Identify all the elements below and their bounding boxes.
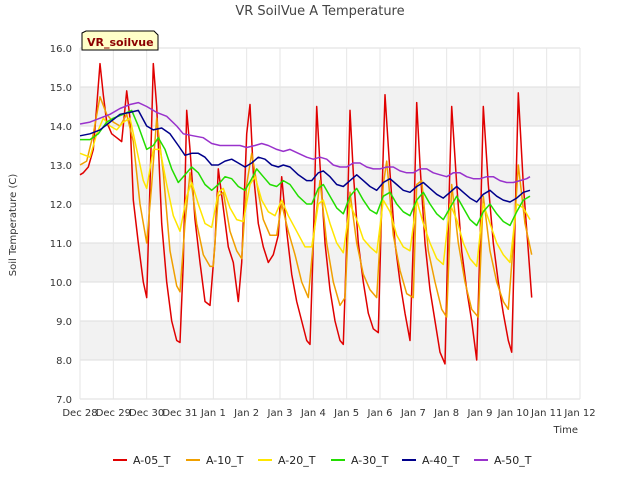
y-tick-label: 13.0	[50, 161, 72, 172]
annotation-badge: VR_soilvue	[81, 30, 159, 51]
x-tick-label: Jan 8	[433, 408, 459, 419]
y-tick-label: 11.0	[50, 239, 72, 250]
series-layer	[79, 62, 533, 365]
y-tick-label: 12.0	[50, 200, 72, 211]
legend-label: A-10_T	[206, 454, 244, 467]
series-line-a-50-t	[79, 101, 531, 184]
x-tick-label: Jan 12	[563, 408, 595, 419]
y-tick-label: 10.0	[50, 278, 72, 289]
series-line-a-30-t	[80, 109, 531, 227]
y-tick-label: 15.0	[50, 83, 72, 94]
legend: A-05_T A-10_T A-20_T A-30_T A-40_T A-50_T	[113, 454, 532, 467]
x-tick-label: Dec 30	[129, 408, 164, 419]
series-line-a-40-t	[79, 109, 531, 203]
grid-band	[80, 165, 580, 204]
x-tick-label: Jan 3	[267, 408, 293, 419]
x-tick-label: Jan 2	[233, 408, 259, 419]
series-line-a-05-t	[79, 62, 533, 365]
chart-title: VR SoilVue A Temperature	[235, 4, 404, 19]
legend-label: A-20_T	[278, 454, 316, 467]
x-tick-label: Jan 4	[300, 408, 326, 419]
axes: 7.0 8.0 9.0 10.0 11.0 12.0 13.0 14.0 15.0 16.0 Dec…	[50, 44, 596, 419]
x-tick-label: Jan 5	[333, 408, 359, 419]
annotation-text: VR_soilvue	[87, 36, 154, 49]
y-tick-label: 14.0	[50, 122, 72, 133]
x-tick-label: Jan 6	[367, 408, 393, 419]
x-tick-label: Jan 10	[497, 408, 529, 419]
y-tick-label: 9.0	[56, 317, 72, 328]
grid-band	[80, 87, 580, 126]
y-axis-label: Soil Temperature (C)	[8, 174, 19, 277]
legend-label: A-40_T	[422, 454, 460, 467]
x-tick-label: Dec 28	[62, 408, 97, 419]
series-line-a-20-t	[79, 117, 531, 268]
x-tick-label: Jan 7	[400, 408, 426, 419]
annotation-box	[81, 30, 159, 51]
x-tick-label: Dec 31	[162, 408, 197, 419]
legend-label: A-05_T	[133, 454, 171, 467]
x-tick-label: Jan 11	[530, 408, 562, 419]
legend-label: A-30_T	[351, 454, 389, 467]
x-tick-label: Jan 1	[200, 408, 226, 419]
y-tick-label: 16.0	[50, 44, 72, 55]
y-tick-label: 7.0	[56, 395, 72, 406]
x-tick-label: Jan 9	[467, 408, 493, 419]
x-axis-label: Time	[553, 425, 578, 436]
grid-band	[80, 321, 580, 360]
legend-label: A-50_T	[494, 454, 532, 467]
plot-area	[80, 48, 580, 399]
y-tick-label: 8.0	[56, 356, 72, 367]
x-tick-label: Dec 29	[96, 408, 131, 419]
